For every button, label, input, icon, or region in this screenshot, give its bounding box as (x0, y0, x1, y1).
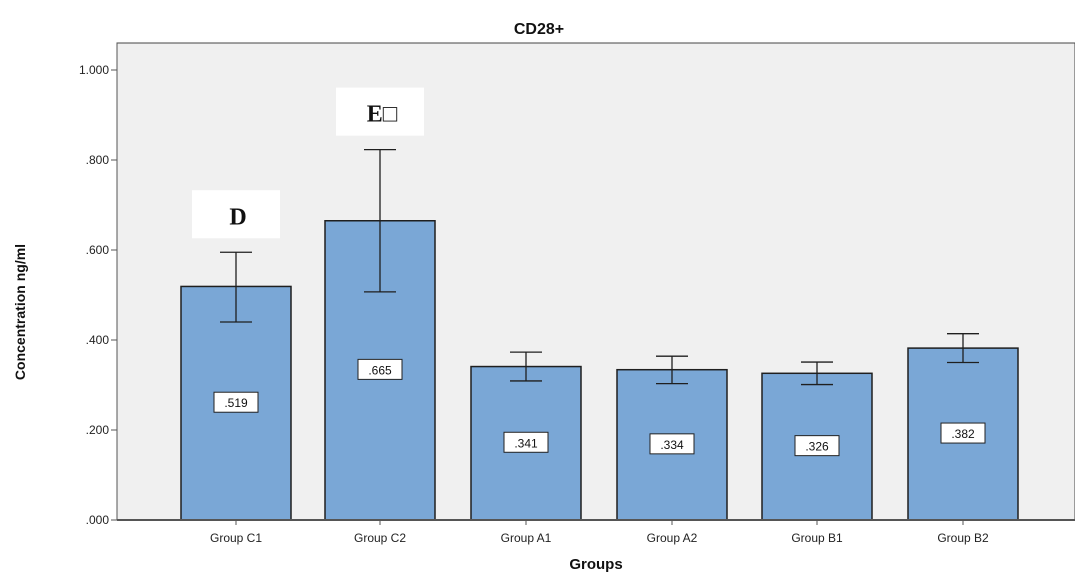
y-tick-label: .600 (86, 243, 110, 257)
y-axis-title: Concentration ng/ml (12, 244, 28, 380)
value-label-box (940, 422, 986, 444)
value-label: .519 (224, 396, 248, 410)
annotation-background (336, 87, 424, 136)
y-tick-label: .400 (86, 333, 110, 347)
annotation-label: E□ (367, 102, 398, 128)
x-axis-title: Groups (569, 556, 622, 573)
bars-group: .519 .665 .341 .334 .326 .382 (180, 148, 1019, 521)
x-tick-label: Group B2 (937, 531, 989, 545)
value-label: .334 (660, 438, 684, 452)
y-axis-ticks: .000 .200 .400 .600 .800 1.000 (79, 63, 117, 527)
value-label: .382 (951, 427, 975, 441)
value-label-box (503, 431, 549, 453)
value-label: .665 (368, 363, 392, 377)
chart-title: CD28+ (514, 21, 564, 38)
value-label-box (357, 358, 403, 380)
value-label: .341 (514, 436, 538, 450)
annotations-group: D E□ (192, 87, 424, 239)
y-tick-label: .000 (86, 513, 110, 527)
x-tick-label: Group A2 (647, 531, 698, 545)
x-axis-ticks: Group C1 Group C2 Group A1 Group A2 Group B1… (210, 520, 989, 545)
y-tick-label: 1.000 (79, 63, 109, 77)
x-tick-label: Group B1 (791, 531, 843, 545)
x-tick-label: Group A1 (501, 531, 552, 545)
x-tick-label: Group C1 (210, 531, 262, 545)
value-label: .326 (805, 440, 829, 454)
y-tick-label: .200 (86, 423, 110, 437)
y-tick-label: .800 (86, 153, 110, 167)
annotation-label: D (229, 204, 246, 230)
annotation-background (192, 190, 280, 239)
value-label-box (213, 391, 259, 413)
value-label-box (649, 433, 695, 455)
x-tick-label: Group C2 (354, 531, 406, 545)
value-label-box (794, 435, 840, 457)
